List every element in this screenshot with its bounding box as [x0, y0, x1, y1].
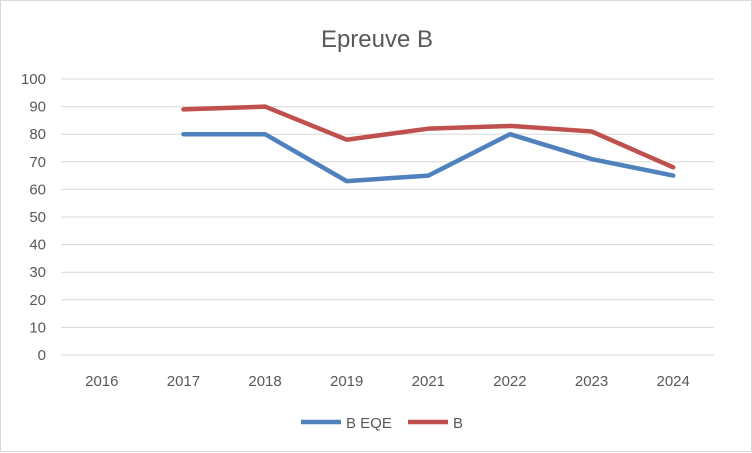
y-tick-label: 30 [29, 264, 46, 281]
x-axis-ticks: 2016 2017 2018 2019 2021 2022 2023 2024 [85, 373, 690, 390]
y-tick-label: 100 [21, 71, 46, 88]
x-tick-label: 2016 [85, 373, 118, 390]
y-tick-label: 40 [29, 237, 46, 254]
y-tick-label: 70 [29, 154, 46, 171]
legend-label: B [453, 415, 463, 432]
series-line-2 [181, 104, 676, 170]
y-tick-label: 20 [29, 292, 46, 309]
x-tick-label: 2022 [493, 373, 526, 390]
legend: B EQE B [301, 415, 463, 432]
x-tick-label: 2018 [248, 373, 281, 390]
series-lines [181, 104, 676, 184]
y-tick-label: 60 [29, 181, 46, 198]
x-tick-label: 2024 [657, 373, 690, 390]
chart-title: Epreuve B [321, 26, 433, 53]
legend-label: B EQE [346, 415, 392, 432]
y-tick-label: 80 [29, 126, 46, 143]
y-tick-label: 10 [29, 319, 46, 336]
x-tick-label: 2017 [167, 373, 200, 390]
x-tick-label: 2023 [575, 373, 608, 390]
y-tick-label: 0 [38, 347, 46, 364]
gridlines [61, 78, 714, 356]
y-axis-ticks: 0 10 20 30 40 50 60 70 80 90 100 [21, 71, 46, 364]
series-line-1 [181, 131, 676, 184]
x-tick-label: 2019 [330, 373, 363, 390]
y-tick-label: 50 [29, 209, 46, 226]
y-tick-label: 90 [29, 99, 46, 116]
x-tick-label: 2021 [412, 373, 445, 390]
